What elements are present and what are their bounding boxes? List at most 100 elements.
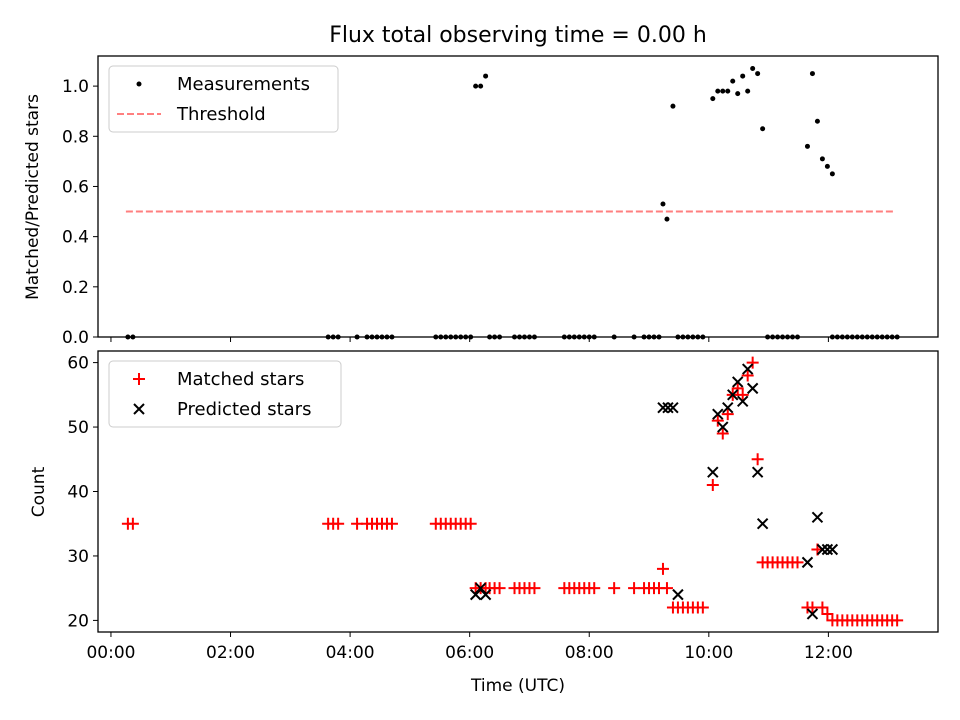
measurement-point — [740, 73, 746, 79]
matched-star-point — [493, 582, 506, 595]
predicted-star-point — [736, 395, 749, 407]
predicted-star-point — [741, 363, 754, 375]
top-y-tick-label: 0.8 — [62, 127, 89, 147]
matched-star-point — [711, 414, 724, 427]
measurement-point — [829, 171, 835, 177]
measurement-point — [735, 91, 741, 97]
top-panel: Flux total observing time = 0.00 h Match… — [23, 23, 939, 348]
measurement-point — [478, 83, 484, 89]
predicted-star-point — [756, 518, 769, 530]
matched-star-point — [696, 601, 709, 614]
measurement-point — [720, 88, 726, 94]
bottom-x-tick-label: 02:00 — [206, 643, 255, 663]
measurement-point — [715, 88, 721, 94]
bottom-y-axis-label: Count — [29, 466, 49, 517]
bottom-x-ticks: 00:00 02:00 04:00 06:00 08:00 10:00 12:00 — [86, 632, 853, 663]
measurement-point — [745, 88, 751, 94]
top-y-axis-label: Matched/Predicted stars — [23, 94, 43, 300]
top-y-ticks: 0.0 0.2 0.4 0.6 0.8 1.0 — [62, 77, 98, 348]
predicted-star-point — [727, 389, 739, 401]
bottom-y-tick-label: 20 — [67, 611, 89, 631]
top-legend: Measurements Threshold — [108, 65, 339, 133]
measurement-point — [814, 118, 820, 124]
predicted-star-point — [732, 376, 744, 388]
matched-star-point — [660, 582, 673, 595]
predicted-star-point — [826, 543, 839, 556]
measurement-point — [660, 201, 666, 207]
measurement-point — [664, 216, 670, 222]
bottom-x-tick-label: 06:00 — [445, 643, 494, 663]
predicted-star-point — [816, 543, 829, 556]
measurement-point — [809, 71, 815, 77]
top-y-tick-label: 0.4 — [62, 228, 89, 248]
matched-star-point — [332, 517, 345, 530]
bottom-y-ticks: 20 30 40 50 60 — [67, 354, 98, 631]
bottom-x-tick-label: 10:00 — [684, 643, 733, 663]
bottom-y-tick-label: 60 — [67, 354, 89, 374]
matched-star-point — [791, 556, 804, 569]
matched-star-point — [721, 408, 734, 421]
predicted-star-point — [657, 402, 669, 414]
bottom-y-tick-label: 50 — [67, 418, 89, 438]
measurement-point — [730, 78, 736, 84]
matched-star-point — [751, 453, 764, 466]
top-x-ticks — [110, 337, 829, 342]
x-axis-label: Time (UTC) — [470, 676, 565, 696]
matched-star-point — [731, 382, 744, 395]
measurement-point — [755, 71, 761, 77]
predicted-star-point — [479, 588, 492, 601]
bottom-x-tick-label: 04:00 — [326, 643, 375, 663]
matched-star-point — [588, 582, 601, 595]
bottom-x-tick-label: 12:00 — [804, 643, 853, 663]
bottom-legend: Matched stars Predicted stars — [108, 360, 342, 428]
predicted-star-point — [722, 402, 734, 414]
predicted-star-point — [667, 402, 679, 414]
predicted-star-point — [712, 408, 724, 420]
matched-star-point — [464, 517, 477, 530]
bottom-x-tick-label: 00:00 — [86, 643, 135, 663]
top-y-tick-label: 1.0 — [62, 77, 89, 97]
bottom-legend-box — [108, 360, 342, 428]
bottom-panel: Count Time (UTC) 20 30 40 50 60 00:00 02:00 04… — [29, 350, 939, 696]
predicted-star-point — [821, 543, 834, 556]
legend-matched-marker — [133, 373, 145, 385]
predicted-star-point — [707, 466, 719, 478]
matched-star-point — [126, 517, 139, 530]
predicted-stars-layer — [469, 363, 839, 620]
measurement-point — [804, 143, 810, 149]
measurement-point — [725, 88, 731, 94]
legend-measurements-marker — [136, 81, 142, 87]
measurement-point — [819, 156, 825, 162]
predicted-star-point — [806, 608, 819, 620]
top-plot-frame — [97, 55, 939, 338]
predicted-star-point — [801, 556, 814, 569]
matched-star-point — [821, 607, 834, 620]
measurement-point — [760, 126, 766, 132]
predicted-star-point — [751, 466, 764, 478]
top-chart-title: Flux total observing time = 0.00 h — [329, 23, 707, 48]
top-y-tick-label: 0.2 — [62, 278, 89, 298]
measurement-point — [670, 103, 676, 109]
matched-star-point — [706, 479, 719, 492]
predicted-star-point — [811, 511, 824, 523]
matched-star-point — [716, 427, 729, 440]
top-y-tick-label: 0.6 — [62, 177, 89, 197]
bottom-x-tick-label: 08:00 — [565, 643, 614, 663]
matched-star-point — [746, 356, 759, 369]
predicted-star-point — [662, 402, 674, 414]
measurement-point — [750, 66, 756, 72]
matched-star-point — [741, 369, 754, 382]
top-legend-box — [108, 65, 339, 133]
predicted-star-point — [672, 588, 684, 601]
predicted-star-point — [717, 421, 729, 433]
bottom-y-tick-label: 40 — [67, 483, 89, 503]
matched-star-point — [656, 562, 669, 575]
legend-threshold-label: Threshold — [176, 104, 266, 125]
matched-star-point — [816, 601, 829, 614]
bottom-y-tick-label: 30 — [67, 547, 89, 567]
measurement-point — [473, 83, 479, 89]
predicted-star-point — [746, 382, 759, 395]
measurement-point — [710, 96, 716, 102]
legend-predicted-marker — [133, 403, 145, 415]
